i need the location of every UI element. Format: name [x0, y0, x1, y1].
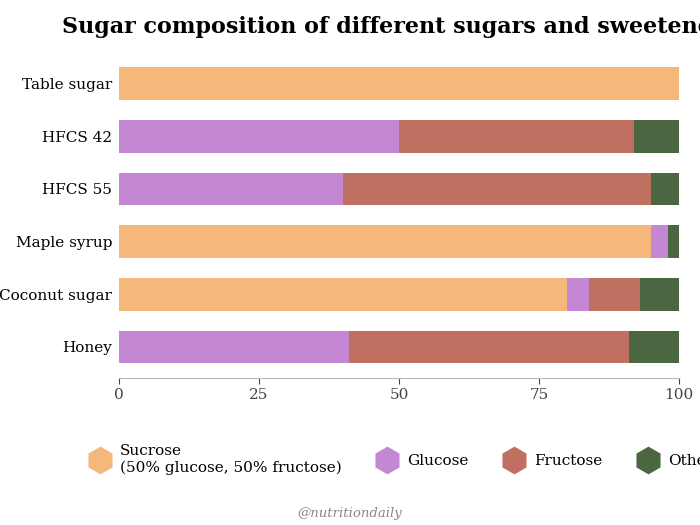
Bar	[349, 331, 629, 363]
Bar	[119, 331, 349, 363]
Bar	[119, 173, 343, 205]
Bar	[119, 120, 399, 153]
Bar	[119, 278, 567, 311]
Bar	[640, 278, 679, 311]
Bar	[567, 278, 589, 311]
Bar	[651, 225, 668, 258]
Legend: Sucrose
(50% glucose, 50% fructose), Glucose, Fructose, Other: Sucrose (50% glucose, 50% fructose), Glu…	[85, 444, 700, 475]
Bar	[343, 173, 651, 205]
Bar	[119, 67, 679, 100]
Bar	[119, 225, 651, 258]
Bar	[399, 120, 634, 153]
Title: Sugar composition of different sugars and sweeteners: Sugar composition of different sugars an…	[62, 16, 700, 38]
Bar	[589, 278, 640, 311]
Bar	[651, 173, 679, 205]
Bar	[629, 331, 679, 363]
Bar	[634, 120, 679, 153]
Bar	[668, 225, 679, 258]
Text: @nutritiondaily: @nutritiondaily	[298, 507, 402, 520]
